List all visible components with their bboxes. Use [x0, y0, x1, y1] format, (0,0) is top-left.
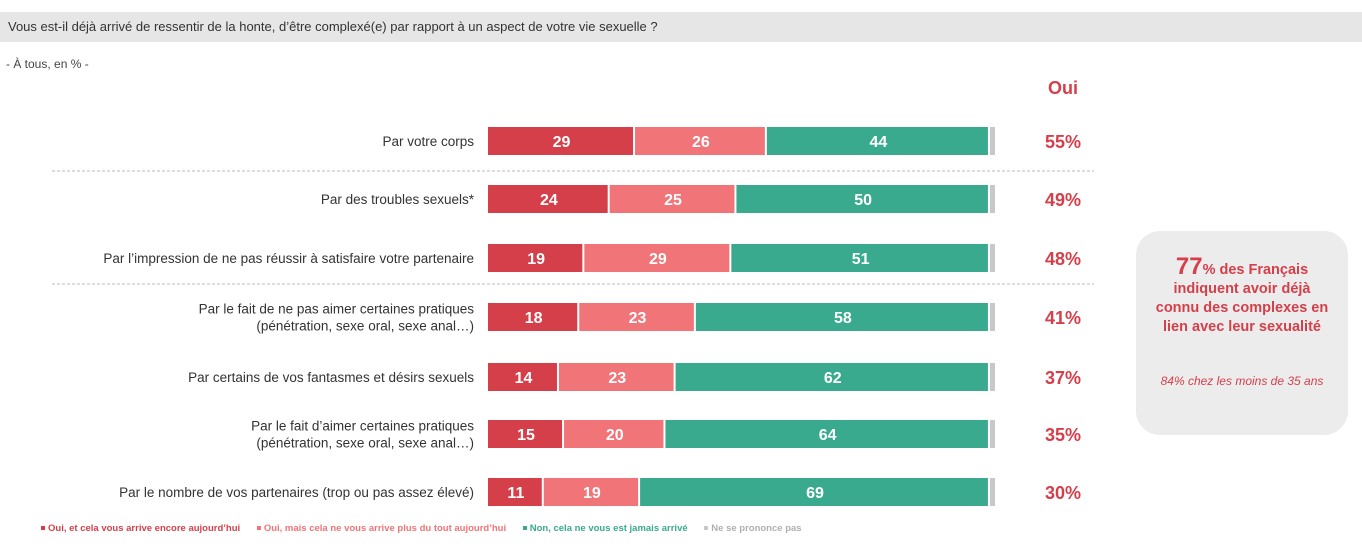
bar-segment: [989, 127, 995, 155]
callout-line-1: % des Français: [1202, 262, 1309, 278]
bar-segment: [488, 127, 634, 155]
bar-value-label: 23: [608, 370, 626, 387]
category-label: (pénétration, sexe oral, sexe anal…): [256, 319, 474, 334]
bar-segment: [488, 303, 578, 331]
category-label: Par des troubles sexuels*: [321, 192, 475, 207]
subtitle: - À tous, en % -: [6, 57, 89, 71]
legend-swatch: [522, 526, 527, 531]
legend-label: Non, cela ne vous est jamais arrivé: [529, 523, 688, 534]
callout-subnote: 84% chez les moins de 35 ans: [1160, 374, 1324, 388]
bar-segment: [766, 127, 988, 155]
bar-value-label: 51: [852, 251, 870, 268]
bar-value-label: 50: [854, 192, 872, 209]
bar-value-label: 20: [606, 427, 624, 444]
oui-total-label: 55%: [1045, 132, 1081, 152]
bar-value-label: 19: [583, 485, 601, 502]
bar-segment: [665, 420, 988, 448]
bar-value-label: 15: [517, 427, 535, 444]
summary-callout: 77% des Français indiquent avoir déjà co…: [1136, 231, 1348, 435]
category-label: Par le fait d’aimer certaines pratiques: [251, 419, 474, 434]
callout-line-2: indiquent avoir déjà: [1173, 281, 1311, 297]
category-label: Par certains de vos fantasmes et désirs …: [188, 370, 474, 385]
chart-legend: Oui, et cela vous arrive encore aujourd’…: [41, 523, 816, 534]
oui-total-label: 37%: [1045, 368, 1081, 388]
bar-segment: [989, 420, 995, 448]
bar-segment: [731, 244, 988, 272]
bar-segment: [609, 185, 735, 213]
bar-segment: [488, 185, 608, 213]
category-label: Par le nombre de vos partenaires (trop o…: [119, 485, 474, 500]
bar-value-label: 24: [540, 192, 558, 209]
bar-segment: [675, 363, 988, 391]
bar-segment: [640, 478, 988, 506]
bar-value-label: 11: [507, 485, 524, 502]
bar-value-label: 29: [553, 134, 571, 151]
bar-value-label: 23: [629, 310, 647, 327]
bar-segment: [635, 127, 765, 155]
bar-value-label: 29: [649, 251, 667, 268]
bar-segment: [488, 420, 563, 448]
bar-value-label: 44: [869, 134, 887, 151]
category-label: Par votre corps: [382, 134, 474, 149]
legend-swatch: [256, 526, 261, 531]
legend-label: Oui, et cela vous arrive encore aujourd’…: [48, 523, 241, 534]
callout-number: 77: [1175, 253, 1203, 280]
bar-segment: [488, 244, 583, 272]
bar-value-label: 14: [515, 370, 533, 387]
bar-segment: [989, 244, 995, 272]
bar-value-label: 64: [819, 427, 837, 444]
bar-segment: [579, 303, 694, 331]
bar-value-label: 26: [692, 134, 710, 151]
legend-item: Oui, mais cela ne vous arrive plus du to…: [256, 523, 507, 534]
bar-segment: [564, 420, 664, 448]
callout-headline: 77% des Français indiquent avoir déjà co…: [1136, 255, 1348, 337]
bar-value-label: 69: [806, 485, 824, 502]
bar-segment: [584, 244, 730, 272]
category-label: Par l’impression de ne pas réussir à sat…: [103, 251, 474, 266]
category-label: (pénétration, sexe oral, sexe anal…): [256, 436, 474, 451]
bar-value-label: 18: [525, 310, 543, 327]
legend-label: Ne se prononce pas: [711, 523, 802, 534]
bar-segment: [558, 363, 674, 391]
bar-segment: [989, 478, 995, 506]
category-label: Par le fait de ne pas aimer certaines pr…: [199, 302, 475, 317]
legend-swatch: [41, 526, 45, 531]
bar-segment: [543, 478, 639, 506]
bar-segment: [488, 478, 542, 506]
bar-segment: [488, 363, 557, 391]
oui-total-label: 35%: [1045, 425, 1081, 445]
bar-segment: [989, 185, 995, 213]
legend-swatch: [704, 526, 709, 531]
callout-line-4: lien avec leur sexualité: [1163, 319, 1321, 335]
oui-total-label: 49%: [1045, 190, 1081, 210]
question-text: Vous est-il déjà arrivé de ressentir de …: [8, 19, 658, 34]
oui-total-label: 48%: [1045, 249, 1081, 269]
oui-total-label: 30%: [1045, 483, 1081, 503]
bar-value-label: 19: [527, 251, 545, 268]
legend-item: Ne se prononce pas: [704, 523, 802, 534]
bar-value-label: 25: [664, 192, 682, 209]
bar-segment: [695, 303, 988, 331]
legend-item: Oui, et cela vous arrive encore aujourd’…: [41, 523, 240, 534]
oui-column-header: Oui: [1048, 78, 1078, 98]
bar-value-label: 58: [834, 310, 852, 327]
legend-item: Non, cela ne vous est jamais arrivé: [522, 523, 688, 534]
oui-total-label: 41%: [1045, 308, 1081, 328]
legend-label: Oui, mais cela ne vous arrive plus du to…: [263, 523, 507, 534]
question-banner: [0, 12, 1362, 42]
bar-segment: [736, 185, 988, 213]
bar-segment: [989, 303, 995, 331]
bar-value-label: 62: [824, 370, 842, 387]
bar-segment: [989, 363, 995, 391]
callout-line-3: connu des complexes en: [1155, 300, 1329, 316]
